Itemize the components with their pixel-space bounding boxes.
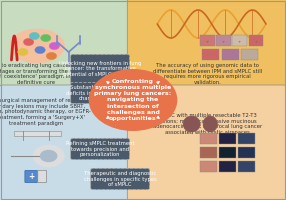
FancyBboxPatch shape [219,147,236,158]
Circle shape [33,145,64,167]
FancyBboxPatch shape [200,161,217,172]
Text: Post-surgical management of residual
secondary lesions may include SBRT,
ablatio: Post-surgical management of residual sec… [0,98,91,126]
FancyBboxPatch shape [219,161,236,172]
FancyBboxPatch shape [238,147,255,158]
FancyBboxPatch shape [232,35,247,46]
FancyBboxPatch shape [71,54,130,84]
FancyBboxPatch shape [238,133,255,144]
Text: +: + [205,40,209,44]
FancyBboxPatch shape [200,147,217,158]
FancyBboxPatch shape [91,168,150,190]
Circle shape [41,34,51,42]
Circle shape [29,32,39,40]
Text: Substantial knowledge
deficits in sMPLC genomic
characterization: Substantial knowledge deficits in sMPLC … [66,85,134,101]
Text: Refining sMPLC treatment
towards precision and
personalization: Refining sMPLC treatment towards precisi… [66,141,134,157]
Circle shape [89,69,177,131]
Text: Confronting
synchronous multiple
primary lung cancers:
navigating the
intersecti: Confronting synchronous multiple primary… [94,79,172,121]
FancyBboxPatch shape [200,35,214,46]
Text: Therapeutic and diagnostic
challenges in specific types
of sMPLC: Therapeutic and diagnostic challenges in… [84,171,156,187]
FancyBboxPatch shape [14,131,61,136]
FancyBboxPatch shape [71,138,130,160]
Text: +: + [238,40,241,44]
FancyBboxPatch shape [38,170,47,183]
Text: +: + [28,172,34,181]
FancyBboxPatch shape [0,0,136,91]
Circle shape [23,38,34,46]
Text: The accuracy of using genomic data to
differentiate between IPM and sMPLC still
: The accuracy of using genomic data to di… [153,63,262,85]
FancyBboxPatch shape [127,0,286,91]
Text: +: + [254,40,258,44]
FancyBboxPatch shape [241,49,258,60]
Text: +: + [222,40,225,44]
FancyBboxPatch shape [0,85,136,200]
FancyBboxPatch shape [222,49,239,60]
Circle shape [49,42,59,50]
FancyBboxPatch shape [216,35,231,46]
FancyBboxPatch shape [127,85,286,200]
Ellipse shape [10,29,64,63]
FancyBboxPatch shape [25,170,37,183]
FancyBboxPatch shape [202,49,219,60]
FancyBboxPatch shape [238,161,255,172]
Text: sMPLC with multiple resectable T2-T3
lesions; multifocal invasive mucinous
adeno: sMPLC with multiple resectable T2-T3 les… [153,113,262,135]
Ellipse shape [203,116,217,132]
Circle shape [35,46,45,54]
Ellipse shape [183,116,200,132]
FancyBboxPatch shape [71,82,130,104]
Text: A key to eradicating lung cancer at its
early stages or transforming the 'cancer: A key to eradicating lung cancer at its … [0,63,90,85]
FancyBboxPatch shape [249,35,263,46]
Circle shape [40,150,57,162]
Circle shape [46,52,57,60]
Circle shape [18,48,28,56]
FancyBboxPatch shape [219,133,236,144]
FancyBboxPatch shape [200,133,217,144]
Text: Unlocking new frontiers in lung
cancer: the transformative
potential of sMPLC re: Unlocking new frontiers in lung cancer: … [59,61,141,77]
